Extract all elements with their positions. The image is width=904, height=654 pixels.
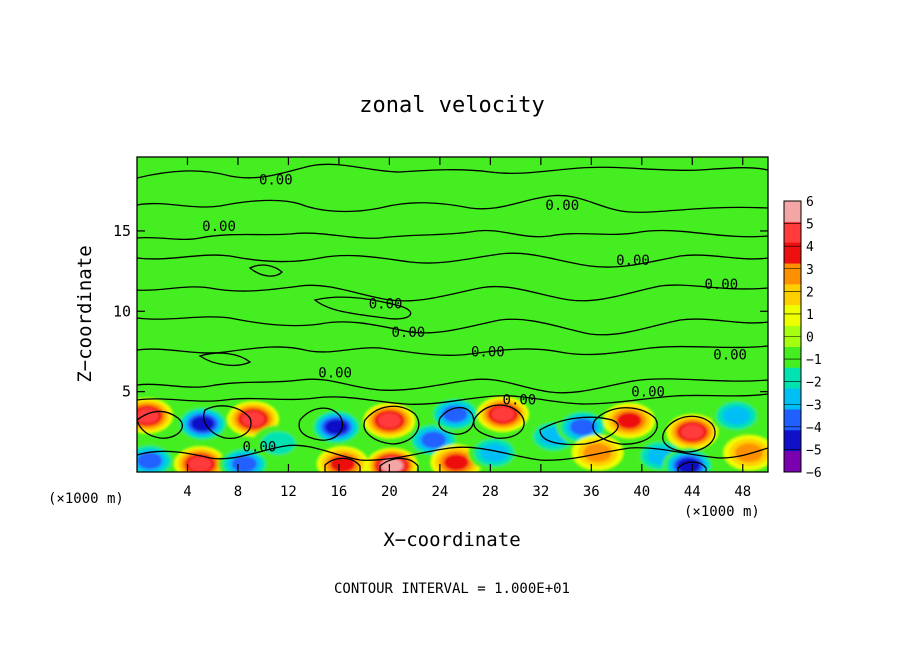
x-tick-label: 44: [684, 484, 701, 500]
y-axis-label: Z−coordinate: [74, 245, 96, 382]
velocity-anomaly-22: [662, 447, 715, 472]
velocity-anomaly-0: [137, 397, 174, 434]
colorbar-swatch: [784, 284, 801, 306]
colorbar-swatch: [784, 388, 801, 410]
x-tick-label: 8: [234, 484, 242, 500]
colorbar-swatch: [784, 367, 801, 390]
velocity-anomaly-18: [571, 434, 624, 471]
y-tick-label: 15: [113, 222, 131, 240]
colorbar-label: 3: [806, 263, 814, 278]
velocity-anomaly-8: [316, 445, 369, 472]
colorbar-label: −3: [806, 398, 822, 413]
plot-frame: [136, 156, 769, 473]
velocity-anomaly-3: [137, 442, 176, 472]
velocity-anomaly-23: [710, 397, 763, 434]
x-tick-label: 36: [583, 484, 600, 500]
colorbar: 6 5 4 3 2 1 0 −1 −2 −3 −4 −5 −6: [783, 195, 822, 481]
contour-label: 0.00: [318, 365, 352, 381]
contour-label: 0.00: [391, 325, 425, 341]
x-tick-label: 12: [280, 484, 297, 500]
velocity-anomaly-9: [363, 402, 416, 439]
contour-label: 0.00: [503, 393, 537, 409]
contour-label: 0.00: [369, 296, 403, 312]
contour-label: 0.00: [471, 344, 505, 360]
contour-label: 0.00: [713, 348, 747, 364]
colorbar-swatch: [784, 201, 801, 223]
velocity-anomaly-11: [407, 421, 460, 458]
colorbar-label: −6: [806, 466, 822, 481]
chart-title: zonal velocity: [359, 93, 544, 118]
colorbar-swatch: [784, 221, 801, 244]
y-tick-label: 5: [122, 383, 131, 401]
velocity-anomaly-10: [365, 447, 418, 472]
colorbar-label: 6: [806, 195, 814, 210]
colorbar-swatch: [784, 263, 801, 285]
x-unit-right: (×1000 m): [684, 504, 760, 520]
velocity-field: [137, 396, 768, 472]
contour-label: 0.00: [259, 173, 293, 189]
colorbar-label: 0: [806, 331, 814, 346]
x-axis-ticks: 4 8 12 16 20 24 28 32 36 40 44 48: [183, 157, 751, 500]
x-tick-label: 28: [482, 484, 499, 500]
y-tick-label: 10: [113, 302, 131, 320]
colorbar-swatch: [784, 305, 801, 327]
contour-labels: 0.00 0.00 0.00 0.00 0.00 0.00 0.00 0.00 0.00 0.00…: [202, 173, 747, 456]
velocity-anomaly-7: [310, 409, 363, 445]
colorbar-swatch: [784, 409, 801, 431]
colorbar-label: −2: [806, 376, 822, 391]
x-tick-label: 16: [330, 484, 347, 500]
x-tick-label: 20: [381, 484, 398, 500]
contour-label: 0.00: [545, 198, 579, 214]
x-tick-label: 48: [734, 484, 751, 500]
colorbar-swatch: [784, 430, 801, 452]
contour-label: 0.00: [616, 253, 650, 269]
colorbar-label: 1: [806, 308, 814, 323]
zero-contour-lines: [137, 163, 768, 472]
colorbar-label: −5: [806, 443, 822, 458]
contour-interval-footer: CONTOUR INTERVAL = 1.000E+01: [334, 581, 570, 597]
velocity-anomaly-24: [723, 434, 768, 471]
velocity-anomaly-21: [666, 413, 719, 450]
velocity-anomaly-4: [174, 445, 227, 472]
x-tick-label: 4: [183, 484, 191, 500]
y-axis-ticks: 5 10 15: [113, 222, 768, 401]
x-unit-left: (×1000 m): [48, 491, 124, 507]
contour-label: 0.00: [243, 439, 277, 455]
x-axis-label: X−coordinate: [383, 529, 520, 551]
colorbar-label: 4: [806, 240, 814, 255]
contour-label: 0.00: [631, 385, 665, 401]
contour-label: 0.00: [202, 219, 236, 235]
colorbar-label: −1: [806, 353, 822, 368]
velocity-anomaly-1: [176, 405, 229, 442]
colorbar-swatch: [784, 346, 801, 369]
colorbar-label: 5: [806, 218, 814, 233]
contour-label: 0.00: [704, 277, 738, 293]
colorbar-label: −4: [806, 421, 822, 436]
x-tick-label: 32: [532, 484, 549, 500]
x-tick-label: 24: [431, 484, 448, 500]
colorbar-label: 2: [806, 285, 814, 300]
velocity-anomaly-14: [468, 434, 521, 471]
colorbar-swatch: [784, 451, 801, 473]
velocity-anomaly-12: [429, 396, 482, 433]
colorbar-swatch: [784, 242, 801, 265]
x-tick-label: 40: [633, 484, 650, 500]
